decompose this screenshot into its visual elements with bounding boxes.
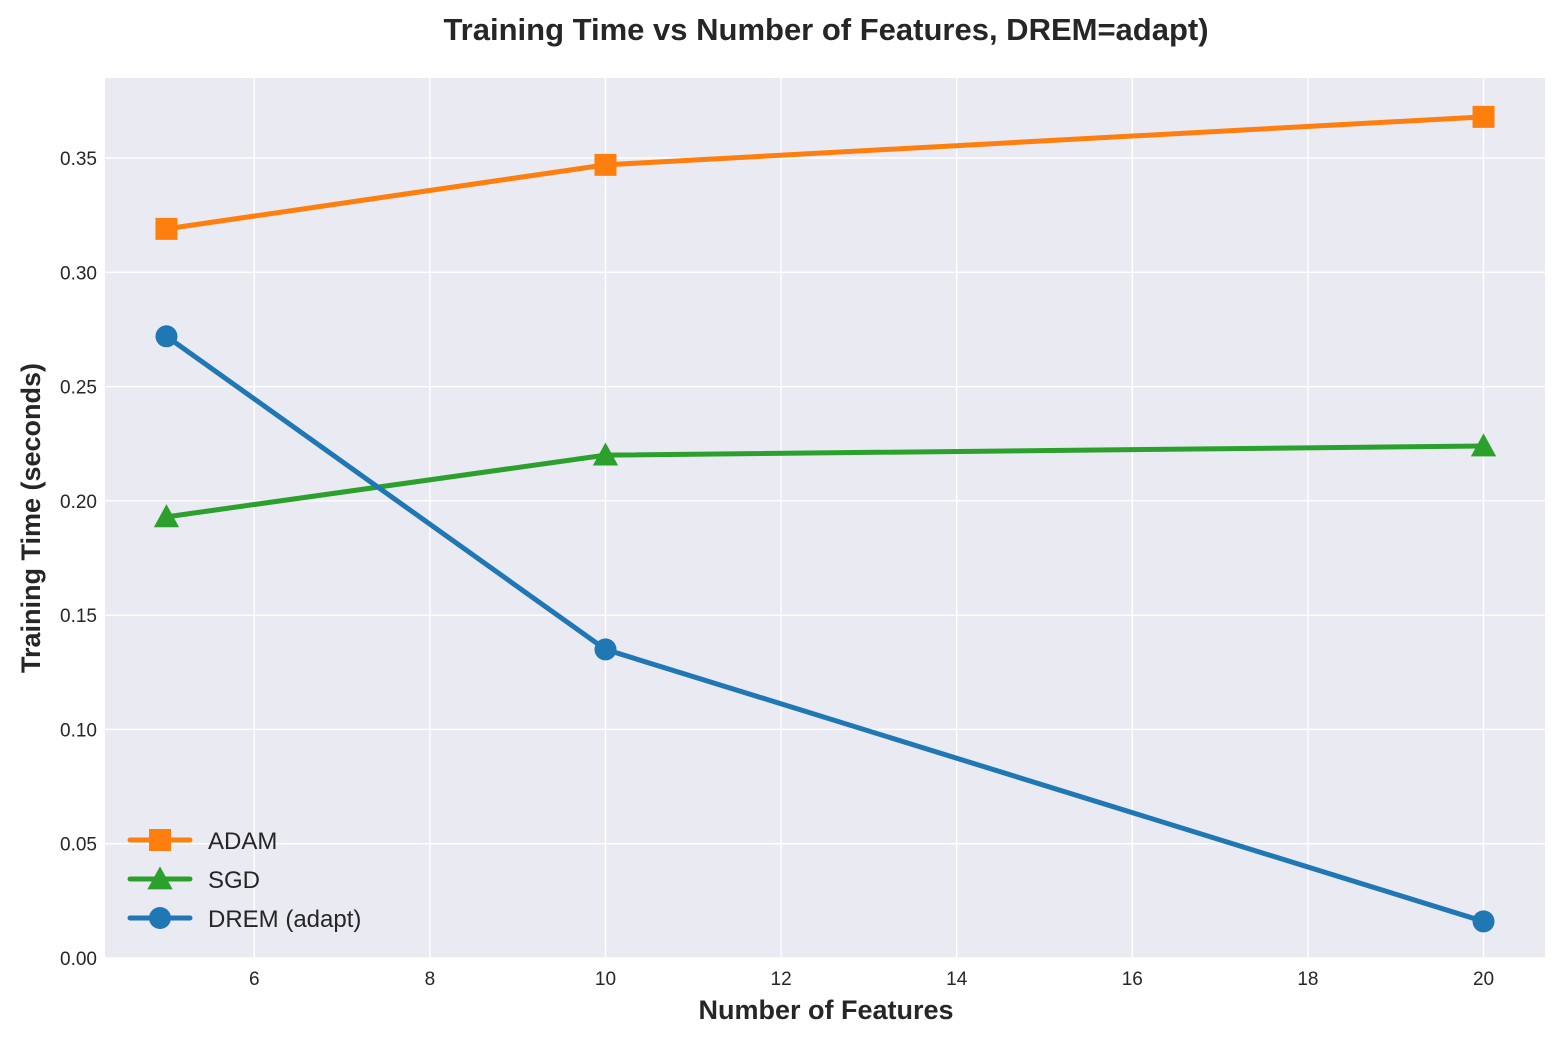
- plot-background: [105, 78, 1545, 958]
- x-tick-labels: 6 8 10 12 14 16 18 20: [249, 969, 1494, 990]
- y-tick-label: 0.20: [60, 492, 97, 513]
- y-tick-label: 0.25: [60, 378, 97, 399]
- legend-item-sgd: SGD: [127, 866, 260, 894]
- y-axis-label: Training Time (seconds): [16, 363, 46, 673]
- data-point-marker: [155, 217, 178, 240]
- legend-item-drem-adapt: DREM (adapt): [127, 906, 361, 933]
- x-tick-label: 16: [1122, 969, 1143, 990]
- series-drem-adapt: [155, 325, 1495, 933]
- data-point-marker: [153, 504, 180, 528]
- data-point-marker: [155, 325, 178, 348]
- series-group: [153, 105, 1497, 933]
- x-tick-label: 12: [771, 969, 792, 990]
- data-point-marker: [1472, 105, 1495, 128]
- y-tick-labels: 0.00 0.05 0.10 0.15 0.20 0.25 0.30 0.35: [60, 149, 97, 970]
- legend-marker: [147, 866, 173, 890]
- chart-title: Training Time vs Number of Features, DRE…: [443, 12, 1208, 47]
- series-adam: [155, 105, 1495, 240]
- x-tick-label: 20: [1473, 969, 1494, 990]
- grid-lines: [105, 78, 1545, 959]
- x-tick-label: 8: [425, 969, 436, 990]
- legend-label: DREM (adapt): [208, 906, 361, 933]
- legend-item-adam: ADAM: [127, 828, 277, 855]
- x-tick-label: 14: [946, 969, 968, 990]
- series-sgd: [153, 433, 1497, 528]
- data-point-marker: [592, 442, 619, 466]
- y-tick-label: 0.00: [60, 949, 97, 970]
- x-axis-label: Number of Features: [698, 995, 953, 1025]
- legend-label: SGD: [208, 867, 260, 894]
- y-tick-label: 0.35: [60, 149, 97, 170]
- data-point-marker: [594, 638, 617, 661]
- y-tick-label: 0.05: [60, 835, 97, 856]
- data-point-marker: [594, 153, 617, 176]
- legend: ADAM SGD DREM (adapt): [127, 828, 361, 933]
- data-point-marker: [1470, 433, 1497, 457]
- y-tick-label: 0.15: [60, 606, 97, 627]
- legend-label: ADAM: [208, 828, 277, 855]
- x-tick-label: 18: [1297, 969, 1318, 990]
- x-tick-label: 10: [595, 969, 616, 990]
- x-tick-label: 6: [249, 969, 260, 990]
- y-tick-label: 0.30: [60, 263, 97, 284]
- y-tick-label: 0.10: [60, 720, 97, 741]
- legend-marker: [149, 829, 171, 851]
- data-point-marker: [1472, 910, 1495, 933]
- legend-marker: [149, 907, 171, 929]
